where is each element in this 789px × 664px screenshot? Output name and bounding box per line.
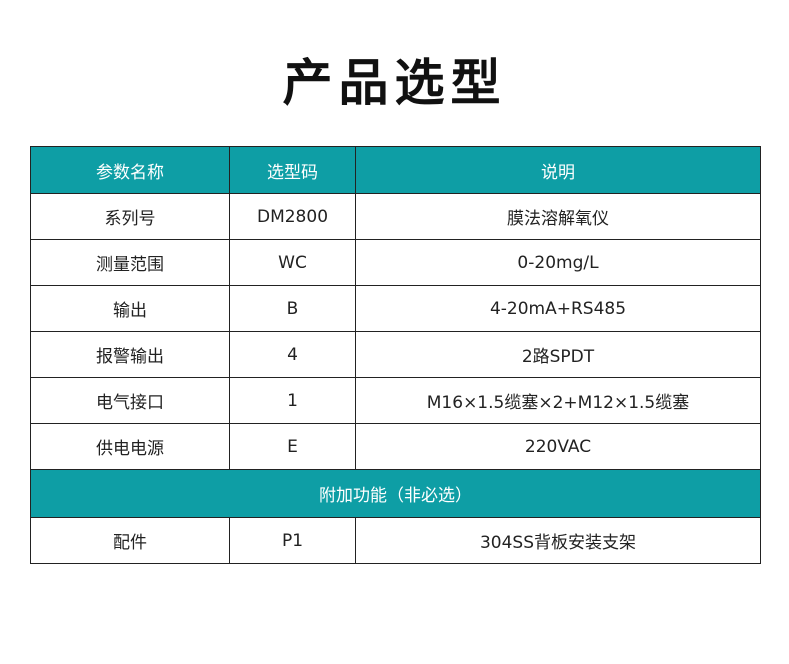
- header-param: 参数名称: [30, 146, 230, 194]
- cell-desc: 膜法溶解氧仪: [355, 193, 761, 240]
- cell-code: B: [229, 285, 356, 332]
- cell-desc: 2路SPDT: [355, 331, 761, 378]
- selection-table: 参数名称 选型码 说明 系列号 DM2800 膜法溶解氧仪 测量范围 WC 0-20mg/…: [30, 146, 761, 564]
- table-row: 输出 B 4-20mA+RS485: [30, 285, 761, 332]
- header-row: 参数名称 选型码 说明: [30, 146, 761, 194]
- cell-code: WC: [229, 239, 356, 286]
- cell-param: 供电电源: [30, 423, 230, 470]
- cell-param: 配件: [30, 517, 230, 564]
- page-title: 产品选型: [282, 54, 507, 112]
- table-row: 报警输出 4 2路SPDT: [30, 331, 761, 378]
- table-row: 测量范围 WC 0-20mg/L: [30, 239, 761, 286]
- table-row: 配件 P1 304SS背板安装支架: [30, 517, 761, 564]
- section-row: 附加功能（非必选）: [30, 469, 761, 518]
- cell-desc: 304SS背板安装支架: [355, 517, 761, 564]
- section-title: 附加功能（非必选）: [30, 469, 761, 518]
- cell-param: 报警输出: [30, 331, 230, 378]
- table-row: 供电电源 E 220VAC: [30, 423, 761, 470]
- table-row: 电气接口 1 M16×1.5缆塞×2+M12×1.5缆塞: [30, 377, 761, 424]
- cell-param: 系列号: [30, 193, 230, 240]
- cell-code: 1: [229, 377, 356, 424]
- cell-code: E: [229, 423, 356, 470]
- table-row: 系列号 DM2800 膜法溶解氧仪: [30, 193, 761, 240]
- cell-code: DM2800: [229, 193, 356, 240]
- cell-desc: M16×1.5缆塞×2+M12×1.5缆塞: [355, 377, 761, 424]
- cell-desc: 0-20mg/L: [355, 239, 761, 286]
- cell-code: P1: [229, 517, 356, 564]
- cell-param: 电气接口: [30, 377, 230, 424]
- header-desc: 说明: [355, 146, 761, 194]
- cell-code: 4: [229, 331, 356, 378]
- cell-param: 输出: [30, 285, 230, 332]
- header-code: 选型码: [229, 146, 356, 194]
- cell-desc: 4-20mA+RS485: [355, 285, 761, 332]
- cell-param: 测量范围: [30, 239, 230, 286]
- cell-desc: 220VAC: [355, 423, 761, 470]
